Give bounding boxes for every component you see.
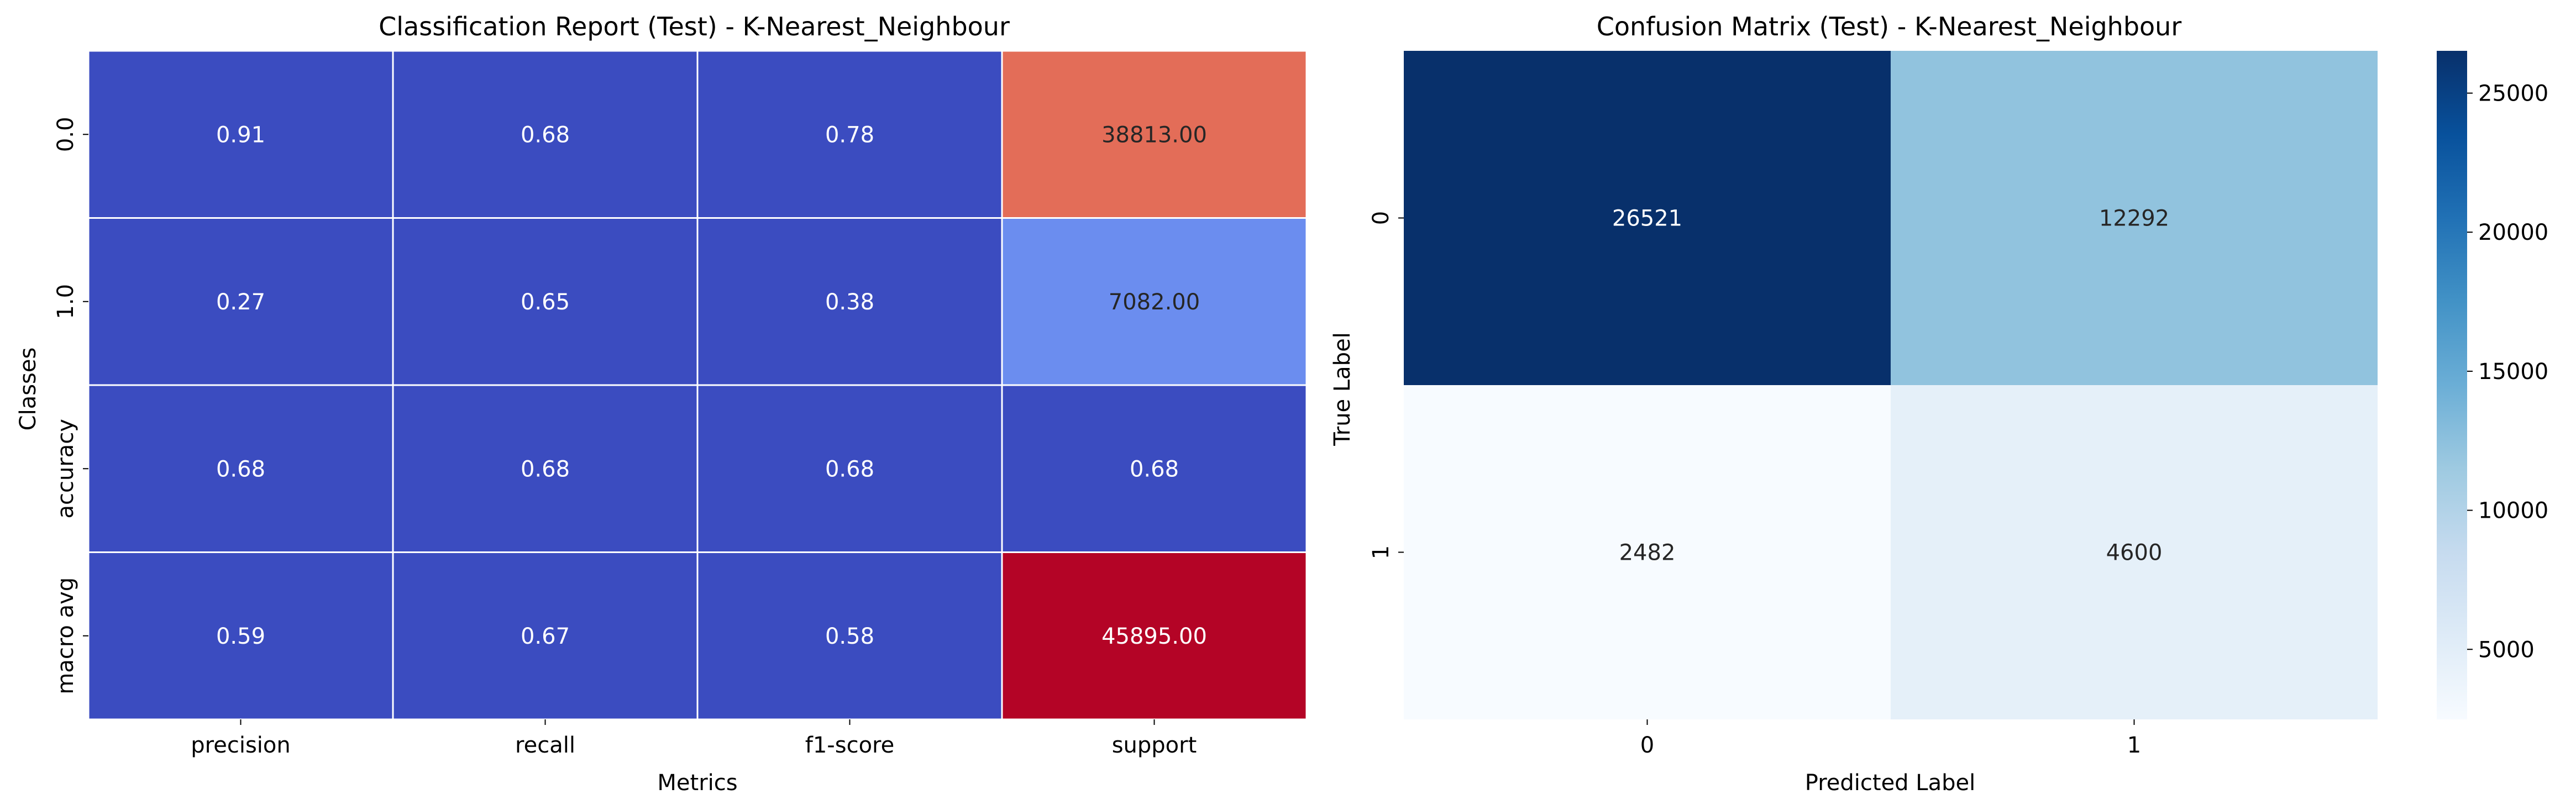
cm-y-axis-label: True Label — [1330, 332, 1355, 446]
x-tick-label: recall — [515, 733, 575, 758]
cm-y-ticks: 01 — [1368, 211, 1404, 559]
cm-x-axis-label: Predicted Label — [1805, 770, 1975, 796]
cell-value-label: 0.68 — [825, 456, 874, 482]
heatmap-cell — [1001, 217, 1308, 386]
colorbar-ticks: 5000 10000 15000 20000 25000 — [2467, 81, 2548, 662]
heatmap-cell — [1891, 51, 2378, 385]
heatmap-cell — [392, 551, 699, 720]
cell-value-label: 0.68 — [216, 456, 265, 482]
report-y-ticks: 0.0 1.0 accuracy macro avg — [53, 117, 88, 695]
report-cells: 0.91 0.68 0.78 38813.00 0.27 0.65 0.38 7082.00 0… — [87, 50, 1308, 720]
colorbar-tick-label: 20000 — [2478, 220, 2548, 245]
cell-value-label: 2482 — [1619, 540, 1676, 566]
cell-value-label: 0.68 — [521, 456, 570, 482]
heatmap-cell — [87, 217, 394, 386]
heatmap-cell — [87, 50, 394, 219]
cell-value-label: 0.58 — [825, 624, 874, 649]
heatmap-cell — [1001, 50, 1308, 219]
confusion-matrix-heatmap: Confusion Matrix (Test) - K-Nearest_Neig… — [1330, 12, 2378, 796]
y-tick-label: 0.0 — [53, 117, 78, 152]
cell-value-label: 4600 — [2106, 540, 2163, 566]
cell-value-label: 12292 — [2099, 206, 2169, 232]
cm-title: Confusion Matrix (Test) - K-Nearest_Neig… — [1597, 12, 2182, 41]
report-x-ticks: precision recall f1-score support — [191, 719, 1197, 758]
heatmap-cell — [1404, 385, 1891, 719]
heatmap-cell — [392, 384, 699, 553]
heatmap-cell — [696, 50, 1003, 219]
colorbar-tick-label: 15000 — [2478, 359, 2548, 385]
heatmap-cell — [1001, 551, 1308, 720]
heatmap-cell — [392, 50, 699, 219]
colorbar-tick-label: 10000 — [2478, 498, 2548, 524]
heatmap-cell — [696, 551, 1003, 720]
heatmap-cell — [1404, 51, 1891, 385]
cell-value-label: 26521 — [1612, 206, 1682, 232]
cm-cells: 26521 12292 2482 4600 — [1404, 51, 2378, 719]
x-tick-label: f1-score — [805, 733, 894, 758]
cell-value-label: 0.91 — [216, 122, 265, 148]
report-x-axis-label: Metrics — [657, 770, 737, 796]
x-tick-label: 0 — [1640, 733, 1654, 758]
x-tick-label: support — [1112, 733, 1197, 758]
colorbar: 5000 10000 15000 20000 25000 — [2437, 51, 2548, 719]
cell-value-label: 0.78 — [825, 122, 874, 148]
colorbar-tick-label: 5000 — [2478, 637, 2535, 662]
colorbar-tick-label: 25000 — [2478, 81, 2548, 107]
y-tick-label: 1 — [1368, 545, 1394, 559]
y-tick-label: macro avg — [53, 577, 78, 695]
heatmap-cell — [87, 551, 394, 720]
x-tick-label: 1 — [2127, 733, 2141, 758]
cell-value-label: 45895.00 — [1101, 624, 1207, 649]
cell-value-label: 0.38 — [825, 290, 874, 315]
cell-value-label: 0.59 — [216, 624, 265, 649]
cell-value-label: 0.65 — [521, 290, 570, 315]
heatmap-cell — [1001, 384, 1308, 553]
classification-report-heatmap: Classification Report (Test) - K-Nearest… — [15, 12, 1308, 796]
heatmap-cell — [392, 217, 699, 386]
cell-value-label: 0.68 — [521, 122, 570, 148]
cell-value-label: 0.68 — [1130, 456, 1179, 482]
report-title: Classification Report (Test) - K-Nearest… — [379, 12, 1010, 41]
y-tick-label: 0 — [1368, 211, 1394, 225]
cell-value-label: 0.27 — [216, 290, 265, 315]
x-tick-label: precision — [191, 733, 290, 758]
cell-value-label: 7082.00 — [1109, 290, 1200, 315]
y-tick-label: accuracy — [53, 419, 78, 518]
cell-value-label: 38813.00 — [1101, 122, 1207, 148]
cell-value-label: 0.67 — [521, 624, 570, 649]
heatmap-cell — [1891, 385, 2378, 719]
report-y-axis-label: Classes — [15, 348, 41, 431]
colorbar-gradient — [2437, 51, 2467, 719]
y-tick-label: 1.0 — [53, 284, 78, 319]
